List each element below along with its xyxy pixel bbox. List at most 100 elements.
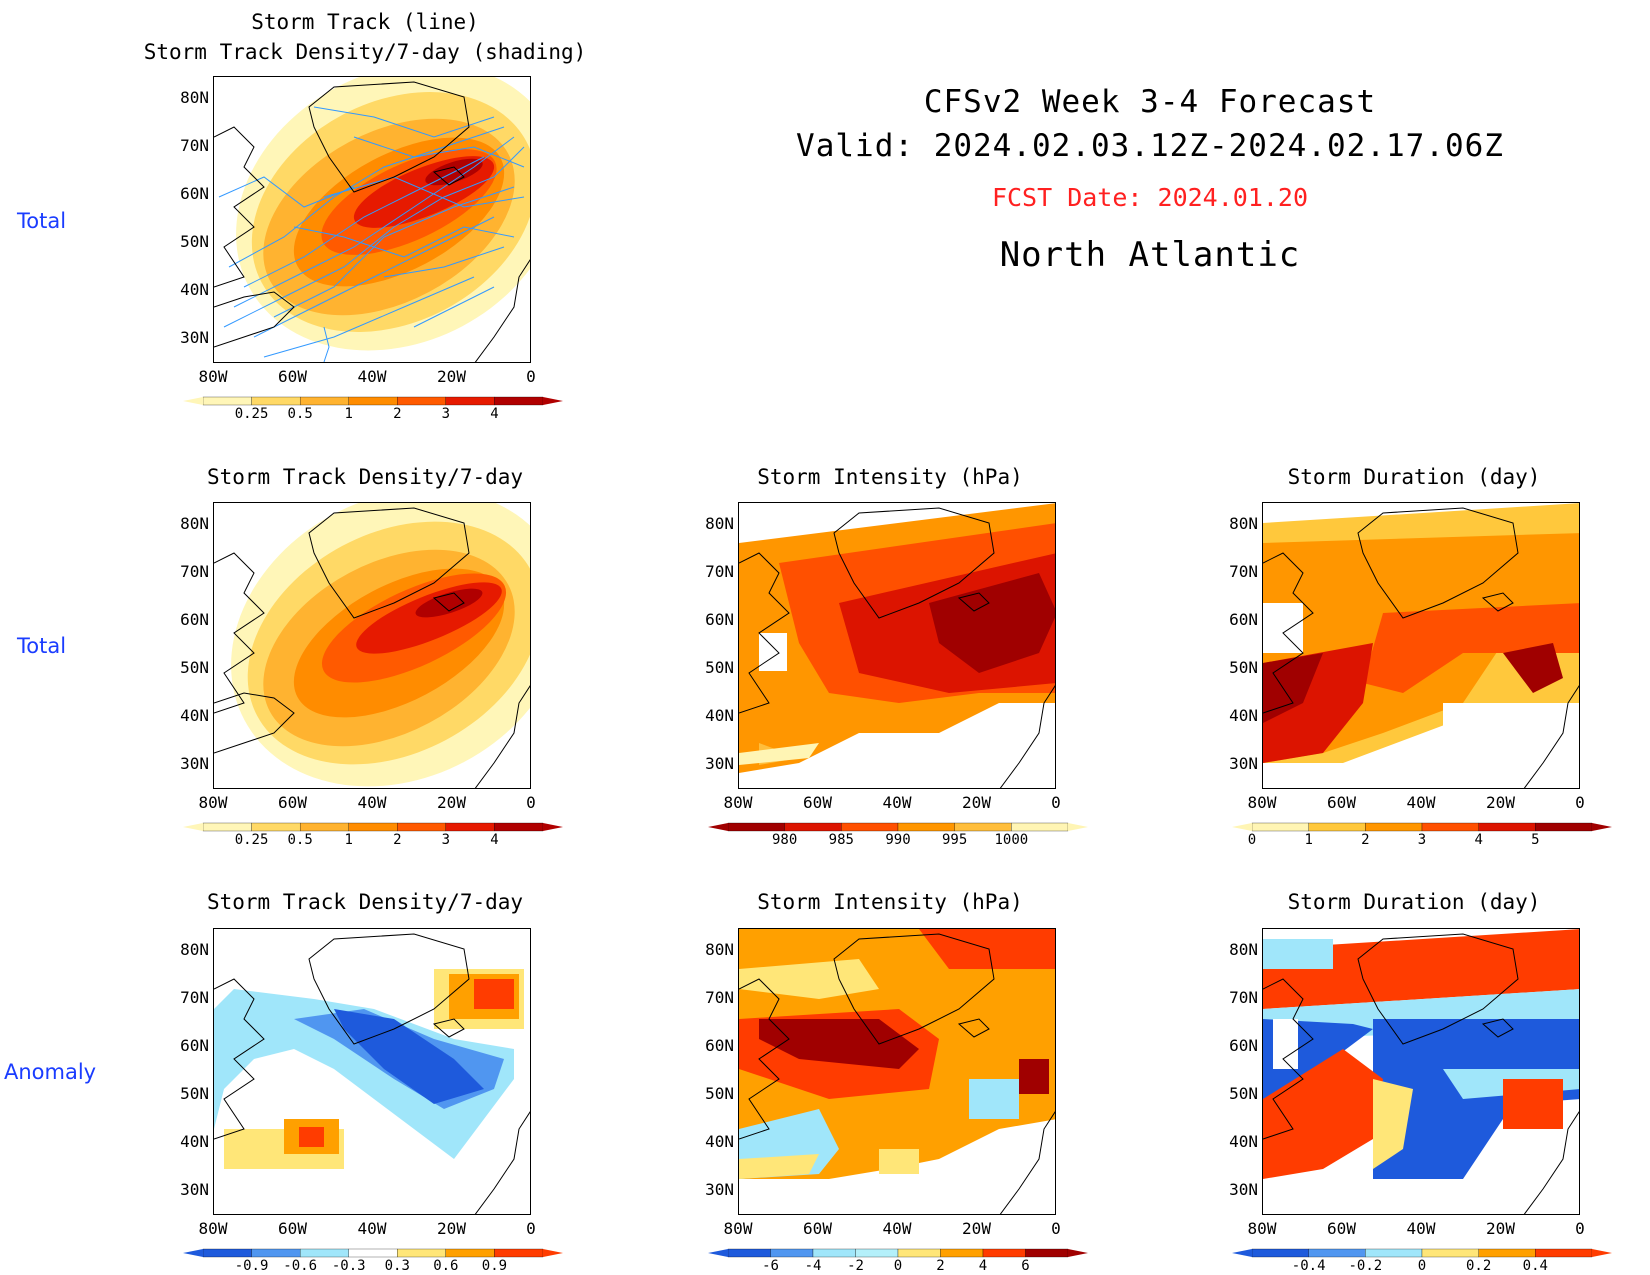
- colorbar: [183, 822, 563, 832]
- lon-tick-label: 80W: [723, 1219, 753, 1238]
- colorbar-swatch: [812, 1248, 856, 1258]
- colorbar-label: -0.3: [331, 1258, 366, 1274]
- coastlines: [739, 933, 1055, 1214]
- map-density-total: [213, 502, 531, 789]
- map-duration-total-svg: [1263, 503, 1579, 788]
- lon-tick-label: 20W: [437, 793, 466, 812]
- colorbar-label: -2: [847, 1258, 864, 1274]
- panel-title-track-line2: Storm Track Density/7-day (shading): [143, 40, 587, 64]
- coastlines: [214, 81, 530, 362]
- colorbar-swatch: [841, 822, 899, 832]
- colorbar-label: 0: [893, 1258, 903, 1274]
- colorbar-swatch: [1025, 1248, 1069, 1258]
- colorbar-right-arrow: [543, 397, 563, 405]
- colorbar-left-arrow: [183, 823, 203, 831]
- lon-tick-label: 80W: [198, 793, 228, 812]
- lat-tick-label: 30N: [1229, 754, 1258, 773]
- lon-tick-label: 60W: [1327, 1219, 1356, 1238]
- map-density-anomaly-svg: [214, 929, 530, 1214]
- colorbar-label: 0.5: [287, 832, 313, 848]
- colorbar-right-arrow: [1068, 1249, 1088, 1257]
- colorbar-swatch: [445, 1248, 495, 1258]
- lat-tick-label: 80N: [705, 940, 734, 959]
- colorbar-swatch: [727, 1248, 771, 1258]
- colorbar-label: 1: [344, 406, 353, 422]
- lon-tick-label: 0: [1575, 1219, 1585, 1238]
- forecast-title-line1: CFSv2 Week 3-4 Forecast: [923, 84, 1377, 120]
- colorbar-label: 3: [441, 406, 451, 422]
- colorbar-label: -0.9: [234, 1258, 269, 1274]
- lat-tick-label: 70N: [705, 562, 734, 581]
- lon-tick-label: 60W: [803, 1219, 832, 1238]
- forecast-valid-range: Valid: 2024.02.03.12Z-2024.02.17.06Z: [796, 128, 1504, 164]
- lon-tick-label: 20W: [962, 793, 991, 812]
- colorbar: [708, 1248, 1088, 1258]
- lat-tick-label: 50N: [1229, 658, 1258, 677]
- colorbar-label: 0.6: [433, 1258, 459, 1274]
- colorbar-label: 2: [1361, 832, 1370, 848]
- colorbar-right-arrow: [543, 823, 563, 831]
- colorbar-label: 0: [1417, 1258, 1427, 1274]
- colorbar-label: 0.25: [234, 406, 269, 422]
- lat-tick-label: 30N: [180, 754, 209, 773]
- lat-tick-label: 50N: [180, 658, 209, 677]
- colorbar-label: -0.6: [283, 1258, 317, 1274]
- colorbar-swatch: [397, 822, 447, 832]
- lon-tick-label: 0: [526, 367, 536, 386]
- lon-tick-label: 40W: [357, 367, 387, 386]
- lon-tick-label: 0: [526, 793, 536, 812]
- lat-tick-label: 50N: [705, 658, 734, 677]
- colorbar-label: 3: [441, 832, 451, 848]
- lat-tick-label: 80N: [180, 88, 209, 107]
- colorbar-swatch: [1251, 1248, 1309, 1258]
- colorbar-swatch: [1308, 822, 1366, 832]
- anomaly-shading: [739, 929, 1055, 1214]
- lat-tick-label: 70N: [1229, 988, 1258, 1007]
- colorbar-swatch: [897, 1248, 941, 1258]
- anomaly-shading: [214, 929, 530, 1214]
- row-label-total-1: Total: [17, 209, 67, 233]
- colorbar-label: -4: [804, 1258, 822, 1274]
- colorbar-swatch: [1478, 822, 1536, 832]
- map-density-anomaly: [213, 928, 531, 1215]
- map-duration-total: [1262, 502, 1580, 789]
- lat-tick-label: 40N: [180, 280, 209, 299]
- map-intensity-anomaly: [738, 928, 1056, 1215]
- lon-tick-label: 80W: [1247, 793, 1277, 812]
- lat-tick-label: 60N: [705, 610, 734, 629]
- lat-tick-label: 30N: [1229, 1180, 1258, 1199]
- lon-tick-label: 40W: [882, 793, 912, 812]
- lon-tick-label: 40W: [1406, 793, 1436, 812]
- colorbar-label: 2: [393, 832, 402, 848]
- colorbar-label: 4: [978, 1258, 988, 1274]
- colorbar-swatch: [299, 822, 349, 832]
- colorbar-swatch: [1308, 1248, 1366, 1258]
- row-label-total-2: Total: [17, 634, 67, 658]
- colorbar-swatch: [202, 396, 252, 406]
- lat-tick-label: 50N: [1229, 1084, 1258, 1103]
- panel-title-density-total: Storm Track Density/7-day: [206, 465, 524, 489]
- colorbar-label: 6: [1021, 1258, 1030, 1274]
- panel-title-track-line1: Storm Track (line): [251, 10, 479, 34]
- colorbar-swatch: [202, 1248, 252, 1258]
- colorbar-swatch: [251, 1248, 301, 1258]
- colorbar-swatch: [445, 396, 495, 406]
- colorbar-swatch: [982, 1248, 1026, 1258]
- colorbar-swatch: [494, 396, 544, 406]
- colorbar-swatch: [1251, 822, 1309, 832]
- colorbar-swatch: [1011, 822, 1069, 832]
- colorbar-label: 0.9: [481, 1258, 508, 1274]
- colorbar-left-arrow: [1232, 1249, 1252, 1257]
- colorbar-label: 0.25: [234, 832, 269, 848]
- map-storm-track-total-svg: [214, 77, 530, 362]
- lat-tick-label: 60N: [1229, 610, 1258, 629]
- colorbar-label: 990: [885, 832, 911, 848]
- colorbar-swatch: [348, 396, 398, 406]
- lat-tick-label: 40N: [705, 706, 734, 725]
- region-name: North Atlantic: [999, 235, 1301, 275]
- lon-tick-label: 40W: [357, 1219, 387, 1238]
- lon-tick-label: 20W: [437, 367, 466, 386]
- colorbar-label: 5: [1531, 832, 1540, 848]
- forecast-date: FCST Date: 2024.01.20: [991, 183, 1309, 212]
- row-label-anomaly: Anomaly: [4, 1060, 97, 1084]
